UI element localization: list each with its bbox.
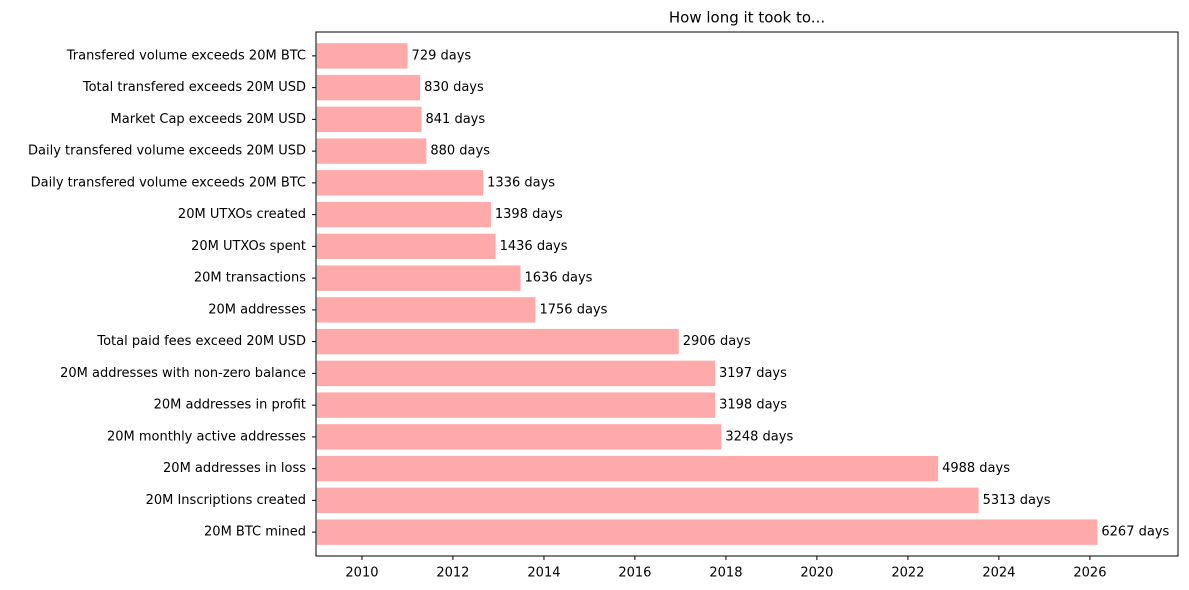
value-label: 3197 days	[719, 366, 787, 381]
value-label: 880 days	[430, 144, 490, 159]
bar	[316, 138, 427, 164]
bar	[316, 328, 679, 355]
x-tick-label: 2020	[800, 566, 833, 581]
bar	[316, 106, 422, 133]
y-tick-label: 20M addresses	[208, 302, 306, 317]
bar	[316, 233, 496, 260]
value-label: 3248 days	[725, 429, 793, 444]
y-tick-label: 20M BTC mined	[204, 525, 306, 540]
value-label: 4988 days	[942, 461, 1010, 476]
bar	[316, 74, 421, 101]
value-label: 6267 days	[1101, 525, 1169, 540]
y-tick-label: 20M UTXOs created	[178, 207, 306, 222]
bar	[316, 455, 939, 482]
bar	[316, 43, 408, 69]
x-tick-label: 2010	[345, 566, 378, 581]
value-label: 3198 days	[719, 398, 787, 413]
y-tick-label: Market Cap exceeds 20M USD	[111, 112, 306, 127]
x-tick-label: 2026	[1073, 566, 1106, 581]
bar	[316, 265, 521, 291]
x-tick-label: 2016	[618, 566, 651, 581]
x-tick-label: 2022	[891, 566, 924, 581]
y-tick-label: 20M UTXOs spent	[191, 239, 306, 254]
bar	[316, 519, 1098, 545]
x-tick-label: 2024	[982, 566, 1015, 581]
bar	[316, 487, 979, 514]
bar	[316, 360, 715, 387]
y-tick-label: 20M addresses in loss	[163, 461, 306, 476]
value-label: 1336 days	[487, 175, 555, 190]
x-tick-label: 2012	[436, 566, 469, 581]
value-label: 830 days	[424, 80, 484, 95]
y-tick-label: Total transfered exceeds 20M USD	[82, 80, 306, 95]
chart-title: How long it took to...	[669, 9, 825, 27]
bar	[316, 297, 536, 323]
x-tick-label: 2018	[709, 566, 742, 581]
x-tick-label: 2014	[527, 566, 560, 581]
y-tick-label: Daily transfered volume exceeds 20M USD	[28, 144, 306, 159]
value-label: 1756 days	[539, 302, 607, 317]
value-label: 841 days	[426, 112, 486, 127]
y-tick-label: 20M monthly active addresses	[107, 429, 306, 444]
value-label: 5313 days	[983, 493, 1051, 508]
value-label: 2906 days	[683, 334, 751, 349]
y-tick-label: Daily transfered volume exceeds 20M BTC	[31, 175, 306, 190]
value-label: 1636 days	[525, 271, 593, 286]
bar	[316, 170, 484, 196]
value-label: 1436 days	[500, 239, 568, 254]
y-tick-label: 20M addresses with non-zero balance	[60, 366, 306, 381]
y-tick-label: 20M addresses in profit	[154, 398, 306, 413]
bar	[316, 424, 722, 450]
y-tick-label: Total paid fees exceed 20M USD	[96, 334, 306, 349]
bar	[316, 392, 716, 418]
y-tick-label: Transfered volume exceeds 20M BTC	[66, 48, 306, 63]
value-label: 729 days	[412, 48, 472, 63]
plot-frame	[315, 31, 1179, 557]
y-tick-label: 20M transactions	[194, 271, 306, 286]
y-tick-label: 20M Inscriptions created	[146, 493, 306, 508]
bar	[316, 201, 491, 228]
value-label: 1398 days	[495, 207, 563, 222]
